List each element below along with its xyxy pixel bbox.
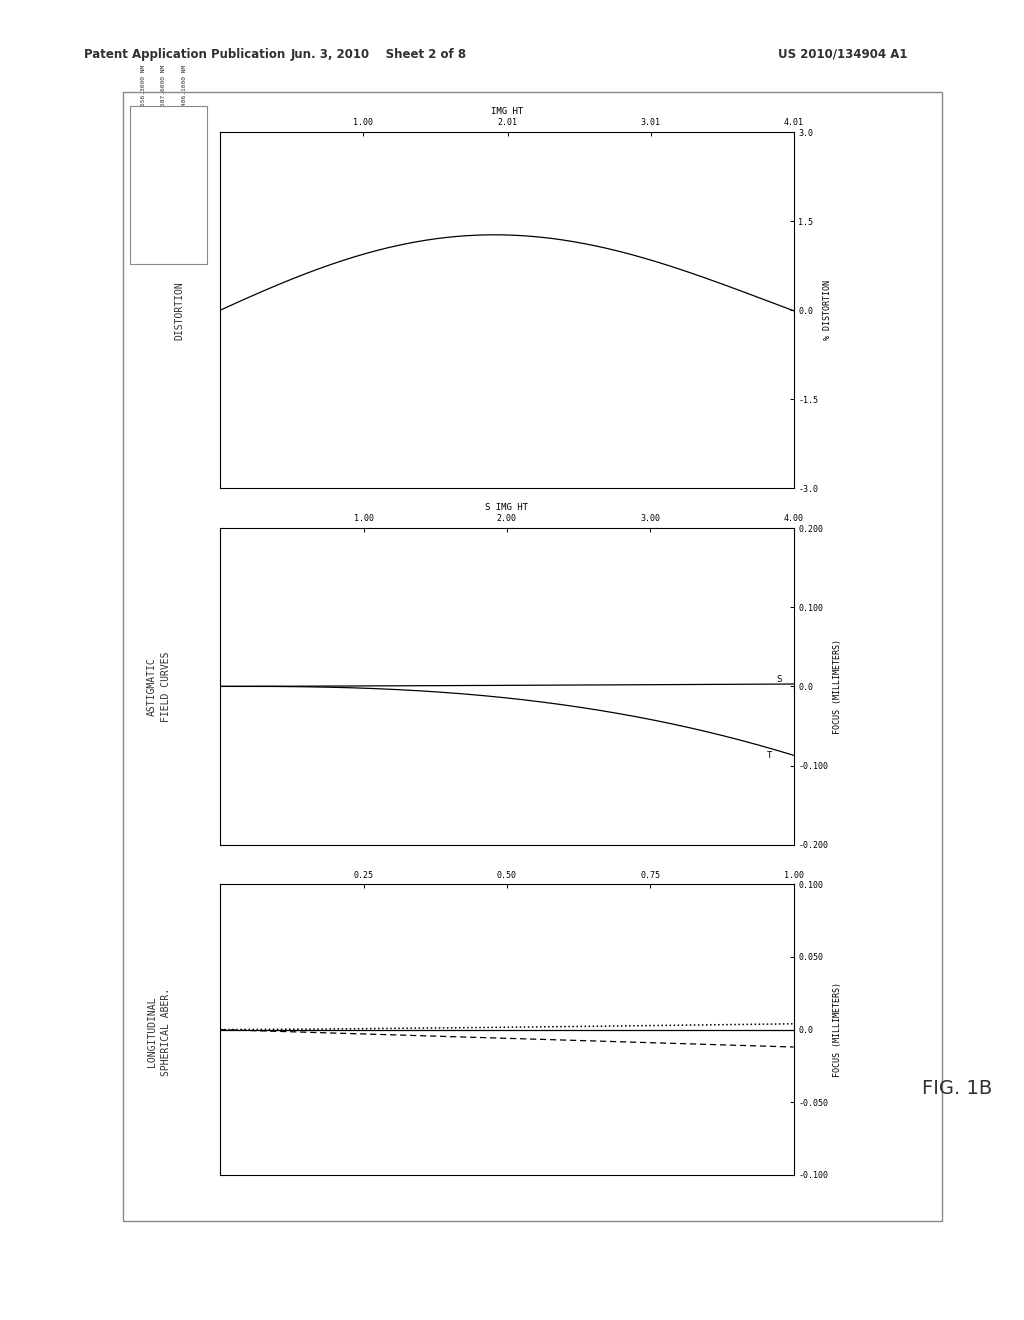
T	[216, 678, 228, 694]
T	[557, 697, 569, 713]
Text: LONGITUDINAL
SPHERICAL ABER.: LONGITUDINAL SPHERICAL ABER.	[146, 989, 171, 1076]
Line: T: T	[220, 686, 794, 755]
Text: ASTIGMATIC
FIELD CURVES: ASTIGMATIC FIELD CURVES	[146, 651, 171, 722]
Text: 486.1000 NM: 486.1000 NM	[182, 65, 186, 106]
Y-axis label: FOCUS (MILLIMETERS): FOCUS (MILLIMETERS)	[833, 639, 842, 734]
X-axis label: S IMG HT: S IMG HT	[485, 503, 528, 512]
S	[555, 677, 567, 693]
T	[787, 747, 800, 763]
T	[214, 678, 226, 694]
S	[565, 677, 578, 693]
X-axis label: IMG HT: IMG HT	[490, 107, 523, 116]
Text: ............: ............	[140, 153, 146, 203]
T	[699, 723, 712, 739]
Text: 656.3000 NM: 656.3000 NM	[141, 65, 145, 106]
Text: Patent Application Publication: Patent Application Publication	[84, 48, 286, 61]
S	[216, 678, 228, 694]
T	[555, 697, 567, 713]
Y-axis label: % DISTORTION: % DISTORTION	[822, 280, 831, 341]
S	[554, 677, 566, 693]
Line: S: S	[220, 684, 794, 686]
Text: T: T	[767, 751, 772, 760]
T	[567, 698, 580, 714]
S	[214, 678, 226, 694]
T	[735, 733, 748, 748]
Y-axis label: FOCUS (MILLIMETERS): FOCUS (MILLIMETERS)	[833, 982, 842, 1077]
Text: US 2010/134904 A1: US 2010/134904 A1	[778, 48, 907, 61]
S	[697, 677, 710, 693]
T	[237, 678, 249, 694]
Text: DISTORTION: DISTORTION	[174, 281, 184, 339]
Text: FIG. 1B: FIG. 1B	[923, 1080, 992, 1098]
Text: 587.6000 NM: 587.6000 NM	[162, 65, 166, 106]
S	[787, 676, 800, 692]
Text: S: S	[777, 675, 782, 684]
S	[734, 676, 746, 692]
Text: Jun. 3, 2010    Sheet 2 of 8: Jun. 3, 2010 Sheet 2 of 8	[291, 48, 467, 61]
